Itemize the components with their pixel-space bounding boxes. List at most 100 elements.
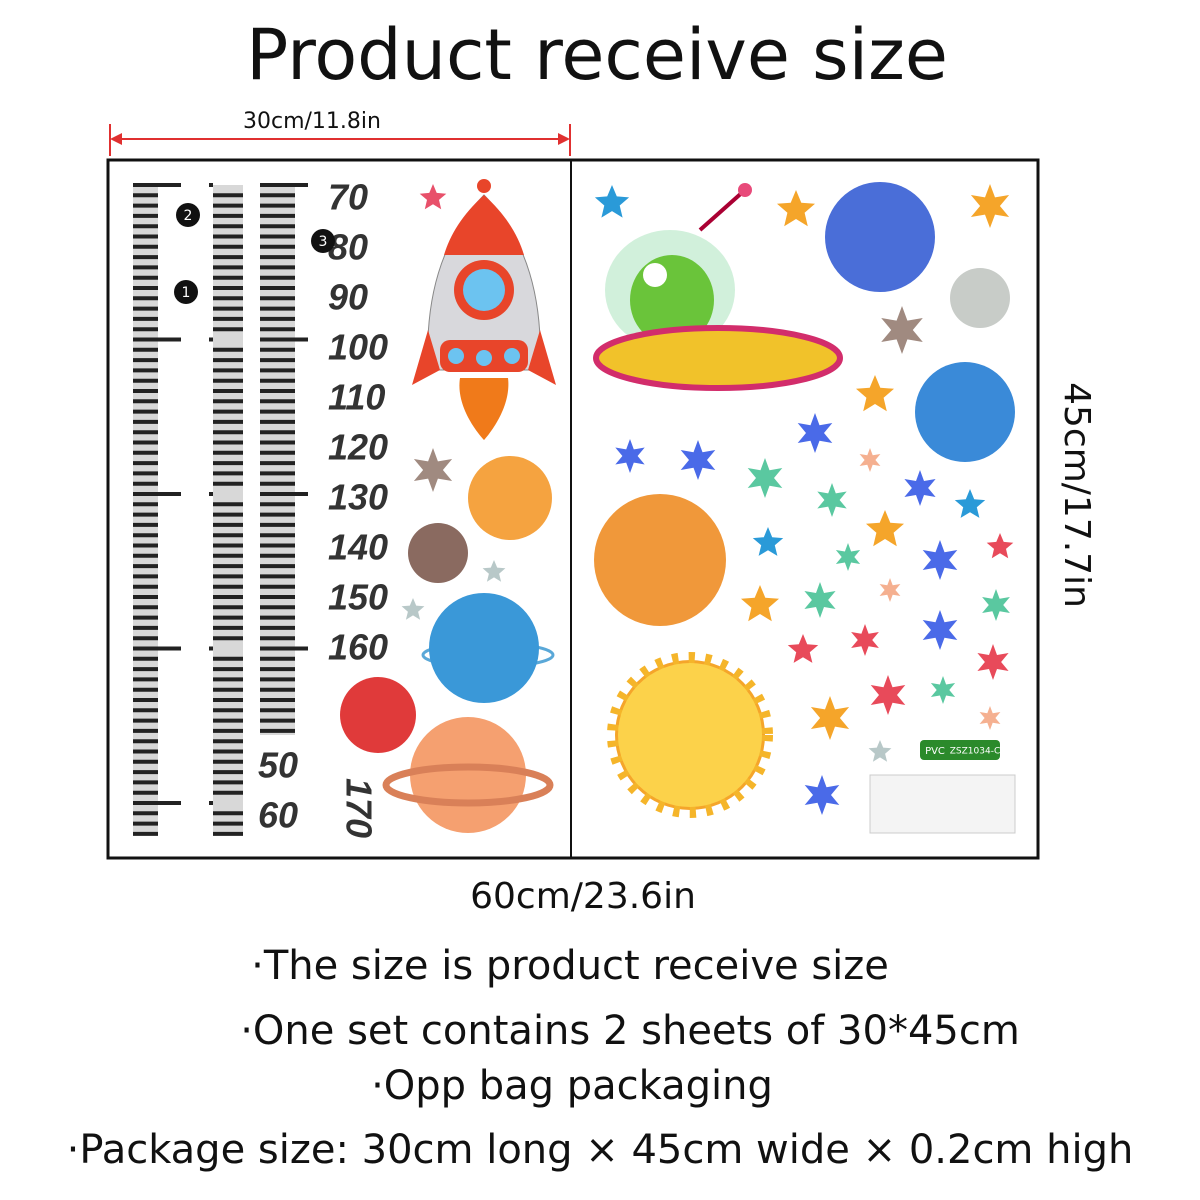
- marker-bubble: [174, 280, 198, 304]
- star: [482, 560, 506, 582]
- star: [804, 582, 836, 618]
- star: [922, 540, 958, 580]
- sheet-frame: [106, 158, 1040, 860]
- star: [787, 634, 819, 663]
- marker-number: 2: [184, 208, 193, 224]
- artwork: PVC ZSZ1034-C: [340, 179, 1016, 834]
- ruler-label: 80: [328, 227, 368, 268]
- preview-thumbnail: [869, 774, 1016, 834]
- planet: [429, 593, 539, 703]
- bottom-width: 60cm/23.6in: [470, 876, 696, 917]
- star: [866, 510, 904, 547]
- ruler-label: 120: [328, 427, 388, 468]
- ufo-antenna: [698, 188, 747, 232]
- star: [594, 185, 630, 218]
- ufo-saucer: [593, 325, 843, 391]
- rocket-port: [448, 348, 464, 364]
- star: [419, 184, 447, 210]
- marker-number: 3: [319, 234, 328, 250]
- star: [922, 610, 958, 650]
- star: [982, 589, 1010, 621]
- star: [881, 306, 923, 354]
- ruler-label: 60: [258, 795, 298, 836]
- ruler-label: 130: [328, 477, 388, 518]
- planet: [825, 182, 935, 292]
- ufo-antenna-tip: [738, 183, 752, 197]
- star: [859, 448, 881, 472]
- height: 45cm/17.7in: [1056, 382, 1097, 608]
- ruler-label: 70: [328, 177, 368, 218]
- star: [797, 413, 833, 453]
- rocket-flame: [459, 378, 509, 440]
- note: ·One set contains 2 sheets of 30*45cm: [240, 1008, 1020, 1054]
- ruler-label: 110: [328, 377, 385, 418]
- star: [804, 775, 840, 815]
- star: [401, 598, 425, 620]
- planet: [410, 717, 526, 833]
- ruler-labels: 70 80 90 100 110 120 130 140 150 160 50 60 170 2 1 3: [174, 177, 388, 838]
- rocket-window: [463, 269, 505, 311]
- planet-ring: [382, 763, 554, 807]
- star: [835, 543, 861, 571]
- ruler-label: 100: [328, 327, 388, 368]
- star: [810, 696, 850, 740]
- note: ·Package size: 30cm long × 45cm wide × 0…: [67, 1127, 1134, 1173]
- ruler-strip: [213, 185, 243, 835]
- sun: [618, 663, 762, 807]
- star: [747, 458, 783, 498]
- star: [851, 624, 879, 656]
- title: Product receive size: [246, 14, 948, 96]
- marker-number: 1: [182, 285, 191, 301]
- ruler-label: 90: [328, 277, 368, 318]
- star: [868, 740, 892, 762]
- planet: [915, 362, 1015, 462]
- ruler-label: 170: [338, 778, 379, 838]
- badge-text: PVC: [925, 746, 945, 757]
- stars: [401, 184, 1014, 815]
- star: [777, 190, 815, 227]
- rulers: [133, 183, 308, 836]
- star: [615, 439, 645, 473]
- planet: [340, 677, 416, 753]
- ruler-strip: [133, 185, 158, 835]
- star: [680, 440, 716, 480]
- planet: [408, 523, 468, 583]
- star: [930, 676, 956, 704]
- ruler-label: 150: [328, 577, 388, 618]
- note: ·The size is product receive size: [251, 943, 889, 989]
- star: [752, 527, 784, 556]
- badge: [920, 740, 1000, 760]
- star: [879, 578, 901, 602]
- alien-eye: [643, 263, 667, 287]
- star: [413, 448, 453, 492]
- rocket-tip: [477, 179, 491, 193]
- star: [817, 483, 847, 517]
- star: [741, 585, 779, 622]
- ruler-label: 140: [328, 527, 388, 568]
- note: ·Opp bag packaging: [371, 1063, 773, 1109]
- planet: [950, 268, 1010, 328]
- planet: [594, 494, 726, 626]
- arrow-head: [558, 133, 570, 145]
- star: [954, 489, 986, 518]
- top-width: 30cm/11.8in: [243, 109, 381, 134]
- star: [904, 470, 936, 506]
- rocket-port: [476, 350, 492, 366]
- ruler-label: 50: [258, 745, 298, 786]
- badge-code: ZSZ1034-C: [950, 747, 1000, 757]
- star: [979, 706, 1001, 730]
- star: [986, 533, 1014, 559]
- star: [977, 644, 1009, 680]
- star: [856, 375, 894, 412]
- planet: [468, 456, 552, 540]
- rocket-port: [504, 348, 520, 364]
- rocket-nose: [444, 195, 524, 255]
- star: [870, 675, 906, 715]
- arrow-head: [110, 133, 122, 145]
- marker-bubble: [176, 203, 200, 227]
- star: [970, 184, 1010, 228]
- marker-bubble: [311, 229, 335, 253]
- ruler-label: 160: [328, 627, 388, 668]
- rocket-fins: [412, 330, 556, 385]
